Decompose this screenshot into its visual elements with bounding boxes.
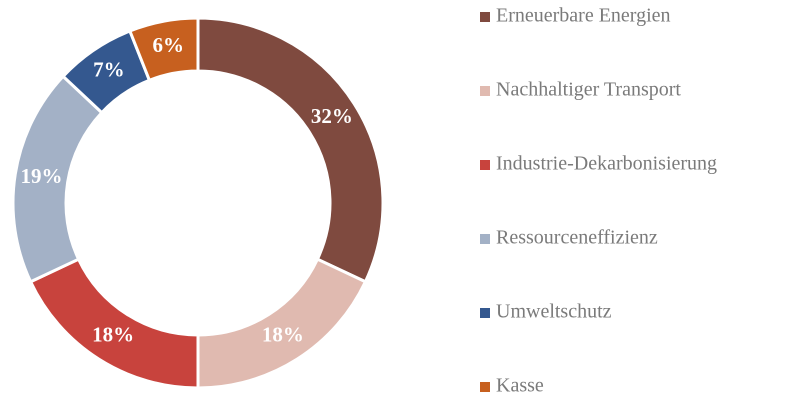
legend-label: Kasse [496, 375, 544, 397]
legend-label: Nachhaltiger Transport [496, 79, 681, 101]
legend-swatch [480, 308, 490, 318]
legend-swatch [480, 382, 490, 392]
data-label: 19% [20, 164, 62, 188]
legend-swatch [480, 12, 490, 22]
legend-swatch [480, 86, 490, 96]
slice [196, 16, 385, 284]
legend-label: Industrie-Dekarbonisierung [496, 153, 717, 175]
data-label: 6% [153, 33, 185, 57]
legend-label: Umweltschutz [496, 301, 612, 323]
data-label: 18% [262, 323, 304, 347]
slice [127, 16, 200, 83]
data-label: 32% [311, 104, 353, 128]
legend-label: Erneuerbare Energien [496, 5, 671, 27]
legend-swatch [480, 234, 490, 244]
legend-swatch [480, 160, 490, 170]
legend-label: Ressourceneffizienz [496, 227, 658, 249]
data-label: 7% [93, 58, 125, 82]
data-label: 18% [92, 323, 134, 347]
